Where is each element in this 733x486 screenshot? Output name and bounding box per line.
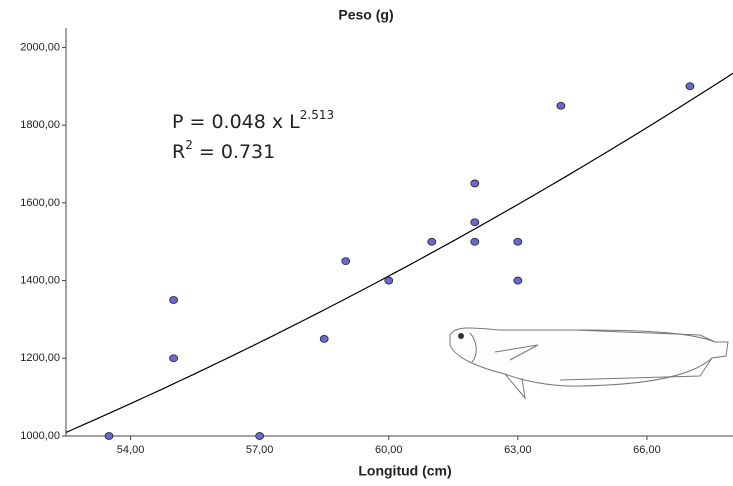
point	[470, 237, 480, 246]
point	[513, 276, 523, 285]
point	[319, 334, 329, 343]
r-squared-value: = 0.731	[193, 141, 275, 163]
y-tick-label: 1800,00	[20, 119, 60, 131]
x-tick-label: 66,00	[633, 444, 661, 456]
point	[427, 237, 437, 246]
x-tick-label: 63,00	[504, 444, 532, 456]
x-tick-label: 57,00	[246, 444, 274, 456]
point	[685, 82, 695, 91]
point	[384, 276, 394, 285]
fish-illustration	[449, 327, 729, 400]
chart-title: Peso (g)	[338, 7, 393, 23]
y-tick-label: 2000,00	[20, 41, 60, 53]
point	[513, 237, 523, 246]
x-tick-label: 54,00	[117, 444, 145, 456]
r-squared: R2 = 0.731	[172, 138, 275, 163]
x-axis-label: Longitud (cm)	[358, 463, 451, 479]
point	[470, 218, 480, 227]
point	[341, 257, 351, 266]
point	[169, 296, 178, 304]
y-tick-label: 1200,00	[20, 352, 60, 364]
point	[556, 101, 566, 110]
y-tick-label: 1000,00	[20, 430, 60, 442]
equation-exponent: 2.513	[300, 108, 334, 122]
fit-curve	[65, 72, 733, 433]
point	[169, 354, 178, 363]
y-tick-label: 1600,00	[20, 197, 60, 209]
point	[470, 179, 480, 188]
y-tick-label: 1400,00	[20, 274, 60, 286]
r-squared-exponent: 2	[185, 138, 193, 152]
point	[255, 432, 265, 440]
x-tick-label: 60,00	[375, 444, 403, 456]
point	[104, 432, 114, 440]
equation: P = 0.048 x L2.513	[172, 108, 334, 133]
equation-text: P = 0.048 x L	[172, 111, 300, 133]
r-squared-text: R	[172, 141, 185, 163]
